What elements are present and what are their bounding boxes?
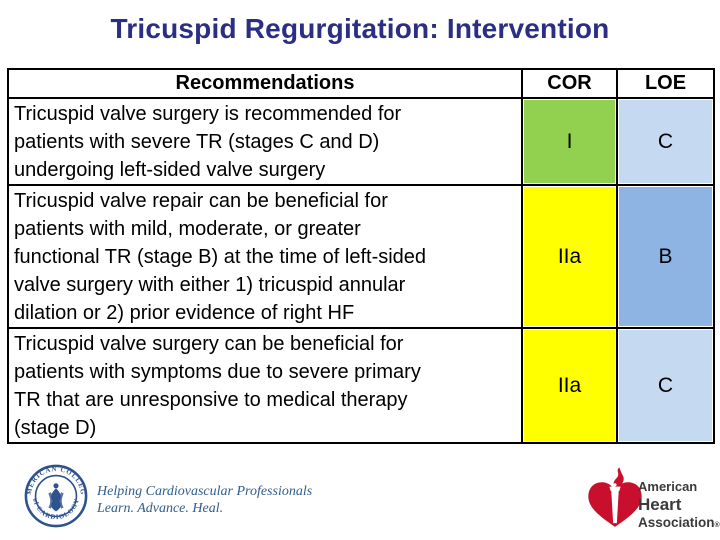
registered-mark: ® xyxy=(714,522,720,529)
recommendation-text: Tricuspid valve repair can be beneficial… xyxy=(7,184,523,329)
acc-tagline: Helping Cardiovascular Professionals Lea… xyxy=(97,483,312,517)
column-header-loe: LOE xyxy=(616,68,715,99)
table-header-row: Recommendations COR LOE xyxy=(7,68,715,99)
aha-wordmark-line1: American xyxy=(638,479,698,494)
cor-cell: IIa xyxy=(521,327,618,444)
cor-cell: IIa xyxy=(521,184,618,329)
cor-cell: I xyxy=(521,97,618,186)
acc-seal-icon: AMERICAN COLLEGE of CARDIOLOGY xyxy=(24,464,88,528)
acc-seal-emblem xyxy=(48,483,64,512)
aha-heart-torch-icon xyxy=(588,467,642,527)
column-header-recommendations: Recommendations xyxy=(7,68,523,99)
loe-cell: B xyxy=(616,184,715,329)
table-row: Tricuspid valve repair can be beneficial… xyxy=(7,184,715,329)
acc-tagline-line1: Helping Cardiovascular Professionals xyxy=(97,484,313,499)
aha-wordmark: American Heart Association® xyxy=(638,480,720,530)
recommendations-table: Recommendations COR LOE Tricuspid valve … xyxy=(7,68,715,444)
recommendation-text: Tricuspid valve surgery can be beneficia… xyxy=(7,327,523,444)
acc-tagline-line2: Learn. Advance. Heal. xyxy=(97,501,224,516)
column-header-cor: COR xyxy=(521,68,618,99)
aha-wordmark-line3: Association® xyxy=(638,515,720,530)
loe-cell: C xyxy=(616,97,715,186)
recommendation-text: Tricuspid valve surgery is recommended f… xyxy=(7,97,523,186)
slide-title: Tricuspid Regurgitation: Intervention xyxy=(110,13,610,44)
loe-cell: C xyxy=(616,327,715,444)
table-row: Tricuspid valve surgery is recommended f… xyxy=(7,97,715,186)
table-row: Tricuspid valve surgery can be beneficia… xyxy=(7,327,715,444)
aha-wordmark-line2: Heart xyxy=(638,495,682,514)
